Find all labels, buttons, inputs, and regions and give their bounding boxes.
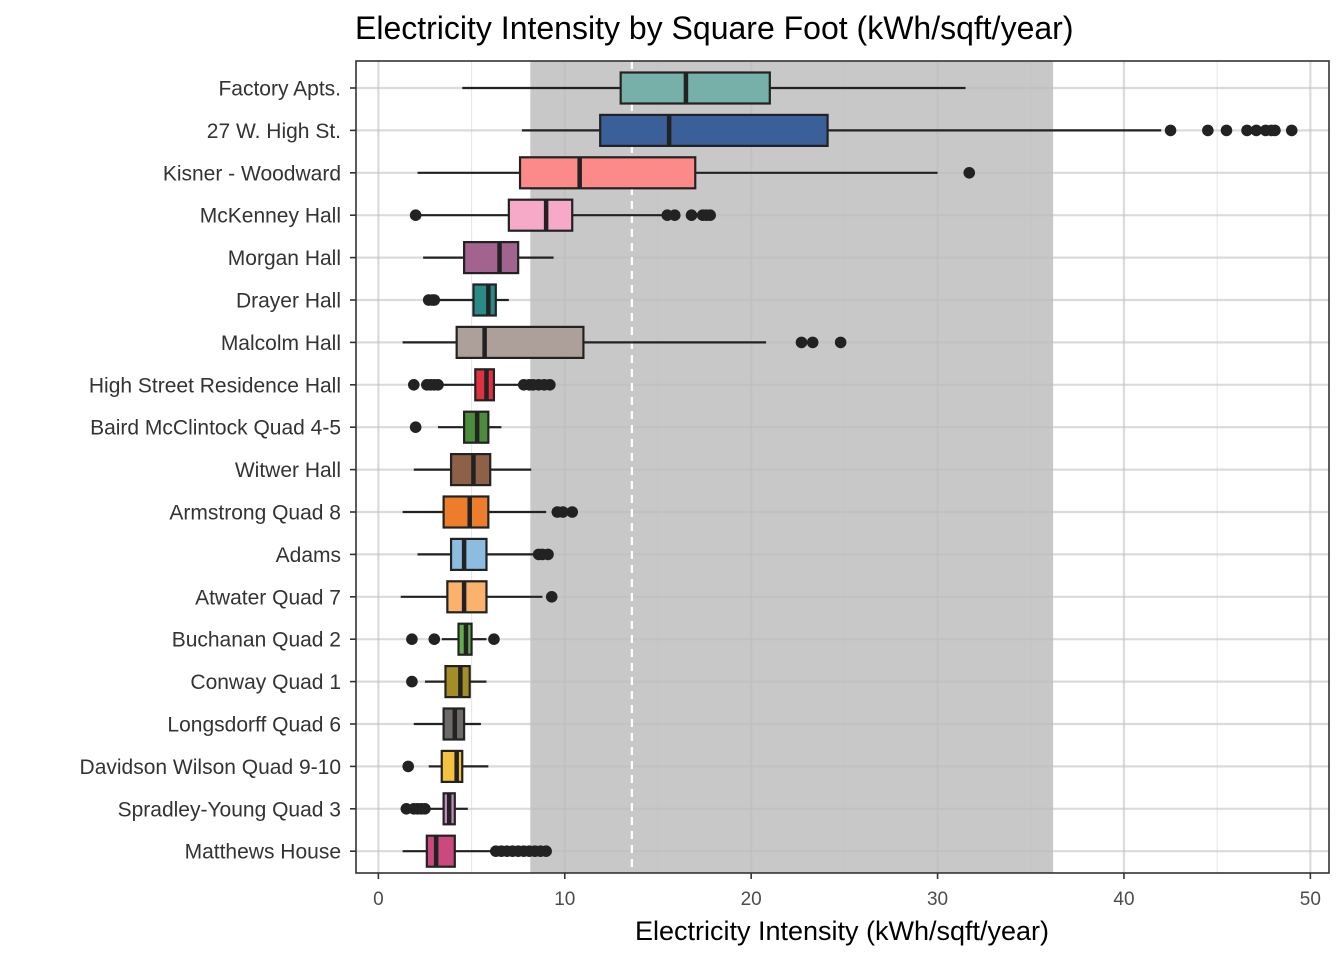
outlier-point [409, 209, 422, 221]
y-tick-label: Baird McClintock Quad 4-5 [90, 417, 341, 440]
outlier-point [1164, 124, 1177, 137]
outlier-point [668, 209, 681, 221]
box [440, 749, 464, 784]
x-tick-label: 10 [554, 889, 575, 910]
x-tick-label: 20 [741, 889, 762, 910]
outlier-point [1202, 124, 1214, 137]
outlier-point [544, 379, 556, 391]
shaded-band [530, 61, 1054, 873]
box [442, 495, 490, 529]
chart-title: Electricity Intensity by Square Foot (kW… [355, 10, 1073, 46]
outlier-point [409, 421, 422, 434]
box [449, 453, 492, 487]
outlier-point [1241, 124, 1253, 137]
outlier-point [407, 379, 420, 391]
y-tick-label: Malcolm Hall [221, 332, 341, 355]
outlier-point [432, 379, 444, 391]
outlier-point [1285, 124, 1298, 137]
outlier-point [1269, 124, 1281, 137]
outlier-point [1250, 124, 1263, 137]
y-tick-label: Atwater Quad 7 [195, 586, 341, 609]
box [444, 664, 471, 699]
box [449, 537, 488, 572]
y-tick-label: Davidson Wilson Quad 9-10 [80, 756, 341, 779]
y-tick-label: Adams [276, 544, 341, 567]
y-tick-label: 27 W. High St. [207, 120, 341, 143]
outlier-point [428, 633, 441, 645]
y-tick-label: Morgan Hall [228, 247, 341, 270]
box [518, 156, 697, 190]
y-tick-label: Armstrong Quad 8 [169, 502, 341, 525]
x-axis-title: Electricity Intensity (kWh/sqft/year) [635, 916, 1049, 946]
outlier-point [557, 506, 569, 518]
x-tick-label: 0 [373, 889, 384, 910]
outlier-point [406, 675, 418, 688]
box [455, 325, 585, 359]
y-tick-label: Factory Apts. [218, 78, 341, 101]
y-tick-label: Buchanan Quad 2 [172, 629, 341, 652]
outlier-point [806, 336, 819, 349]
plot-area: Factory Apts. 27 W. High St. Kisner - Wood… [80, 60, 1330, 910]
outlier-point [795, 336, 808, 349]
box [446, 580, 488, 614]
outlier-point [545, 591, 558, 603]
outlier-point [406, 633, 418, 645]
box [599, 113, 829, 148]
x-tick-label: 50 [1300, 889, 1321, 910]
outlier-point [428, 294, 441, 306]
box [619, 71, 771, 105]
outlier-point [1220, 124, 1233, 137]
box [472, 283, 497, 317]
outlier-point [402, 760, 414, 773]
box [507, 198, 574, 232]
x-tick-label: 30 [927, 889, 948, 910]
outlier-point [488, 633, 500, 645]
box [425, 834, 456, 868]
box [463, 241, 520, 275]
outlier-point [685, 209, 698, 221]
outlier-point [834, 336, 847, 349]
outlier-point [419, 803, 431, 815]
y-tick-label: Kisner - Woodward [163, 162, 341, 185]
y-tick-label: McKenney Hall [200, 205, 341, 228]
y-tick-label: Conway Quad 1 [190, 671, 341, 694]
outlier-point [540, 845, 552, 857]
y-tick-label: Witwer Hall [235, 459, 341, 482]
y-tick-label: High Street Residence Hall [89, 374, 341, 397]
outlier-point [963, 167, 976, 179]
y-tick-label: Matthews House [185, 841, 341, 864]
y-tick-label: Drayer Hall [236, 290, 341, 313]
y-tick-label: Longsdorff Quad 6 [167, 714, 341, 737]
x-tick-label: 40 [1113, 889, 1134, 910]
outlier-point [542, 548, 554, 561]
panel-border [355, 60, 1330, 874]
outlier-point [566, 506, 579, 518]
outlier-point [704, 209, 716, 221]
y-tick-label: Spradley-Young Quad 3 [118, 798, 341, 821]
